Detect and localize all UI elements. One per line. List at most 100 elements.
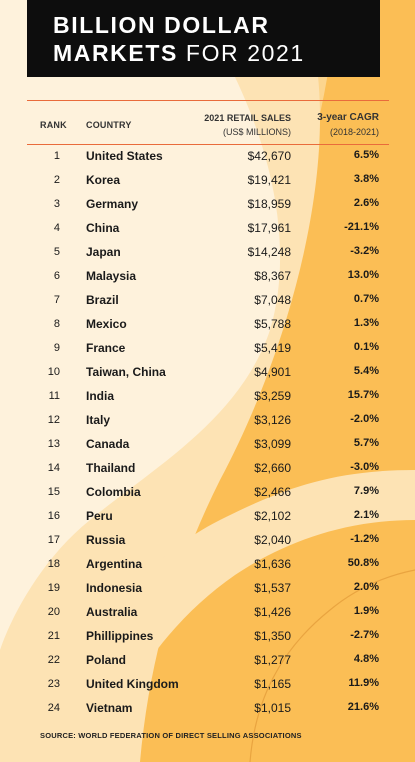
table-row: 20 Australia $1,426 1.9% <box>0 601 415 625</box>
rank-cell: 1 <box>53 150 60 162</box>
rank-cell: 10 <box>47 366 60 378</box>
country-cell: Mexico <box>86 317 127 331</box>
table-row: 13 Canada $3,099 5.7% <box>0 433 415 457</box>
cagr-cell: 2.1% <box>353 509 379 521</box>
cagr-cell: 15.7% <box>347 389 379 401</box>
cagr-cell: 1.3% <box>353 317 379 329</box>
rank-cell: 8 <box>53 318 60 330</box>
cagr-cell: 13.0% <box>347 269 379 281</box>
country-cell: Phillippines <box>86 629 154 643</box>
title-markets: MARKETS <box>53 40 178 66</box>
country-cell: Malaysia <box>86 269 137 283</box>
table-row: 15 Colombia $2,466 7.9% <box>0 481 415 505</box>
header-cagr: 3-year CAGR (2018-2021) <box>317 111 379 139</box>
country-cell: Colombia <box>86 485 141 499</box>
country-cell: Brazil <box>86 293 119 307</box>
title-line-2: MARKETS FOR 2021 <box>53 40 305 66</box>
rank-cell: 16 <box>47 510 60 522</box>
rank-cell: 22 <box>47 654 60 666</box>
cagr-cell: -21.1% <box>344 221 379 233</box>
rank-cell: 9 <box>53 342 60 354</box>
table-row: 11 India $3,259 15.7% <box>0 385 415 409</box>
header-rank: RANK <box>40 120 67 130</box>
background-shape-cream <box>0 0 281 650</box>
country-cell: Germany <box>86 197 139 211</box>
cagr-cell: -1.2% <box>350 533 379 545</box>
table-row: 10 Taiwan, China $4,901 5.4% <box>0 361 415 385</box>
cagr-cell: 0.7% <box>353 293 379 305</box>
rank-cell: 17 <box>47 534 60 546</box>
table-header-rule <box>27 144 389 145</box>
rank-cell: 23 <box>47 678 60 690</box>
country-cell: Canada <box>86 437 130 451</box>
country-cell: Russia <box>86 533 126 547</box>
cagr-cell: -3.2% <box>350 245 379 257</box>
rank-cell: 6 <box>53 270 60 282</box>
header-country: COUNTRY <box>86 120 132 130</box>
sales-cell: $19,421 <box>247 173 291 187</box>
sales-cell: $8,367 <box>254 269 291 283</box>
header-sales-units: (US$ MILLIONS) <box>222 127 291 137</box>
table-row: 21 Phillippines $1,350 -2.7% <box>0 625 415 649</box>
rank-cell: 5 <box>53 246 60 258</box>
country-cell: Italy <box>86 413 111 427</box>
table-row: 7 Brazil $7,048 0.7% <box>0 289 415 313</box>
table-row: 22 Poland $1,277 4.8% <box>0 649 415 673</box>
table-row: 12 Italy $3,126 -2.0% <box>0 409 415 433</box>
rank-cell: 2 <box>53 174 60 186</box>
source-note: SOURCE: WORLD FEDERATION OF DIRECT SELLI… <box>40 731 302 740</box>
table-row: 19 Indonesia $1,537 2.0% <box>0 577 415 601</box>
sales-cell: $2,466 <box>254 485 291 499</box>
table-row: 5 Japan $14,248 -3.2% <box>0 241 415 265</box>
table-top-rule <box>27 100 389 101</box>
country-cell: Taiwan, China <box>86 365 166 379</box>
title-box: BILLION DOLLAR MARKETS FOR 2021 <box>27 0 380 77</box>
sales-cell: $1,537 <box>254 581 291 595</box>
sales-cell: $1,636 <box>254 557 291 571</box>
background-curve-line <box>249 569 415 762</box>
country-cell: Korea <box>86 173 121 187</box>
table-row: 1 United States $42,670 6.5% <box>0 145 415 169</box>
country-cell: Australia <box>86 605 138 619</box>
rank-cell: 13 <box>47 438 60 450</box>
country-cell: Indonesia <box>86 581 143 595</box>
cagr-cell: -3.0% <box>350 461 379 473</box>
sales-cell: $3,126 <box>254 413 291 427</box>
country-cell: Argentina <box>86 557 143 571</box>
rank-cell: 24 <box>47 702 60 714</box>
cagr-cell: 50.8% <box>347 557 379 569</box>
cagr-cell: 21.6% <box>347 701 379 713</box>
cagr-cell: 1.9% <box>353 605 379 617</box>
cagr-cell: 4.8% <box>353 653 379 665</box>
table-row: 24 Vietnam $1,015 21.6% <box>0 697 415 721</box>
header-cagr-title: 3-year CAGR <box>317 112 379 123</box>
cagr-cell: 11.9% <box>348 677 379 689</box>
table-row: 8 Mexico $5,788 1.3% <box>0 313 415 337</box>
sales-cell: $2,102 <box>254 509 291 523</box>
table-row: 6 Malaysia $8,367 13.0% <box>0 265 415 289</box>
cagr-cell: 0.1% <box>353 341 379 353</box>
cagr-cell: 5.4% <box>353 365 379 377</box>
cagr-cell: 3.8% <box>353 173 379 185</box>
sales-cell: $1,426 <box>254 605 291 619</box>
table-row: 9 France $5,419 0.1% <box>0 337 415 361</box>
rank-cell: 4 <box>53 222 60 234</box>
cagr-cell: 7.9% <box>353 485 379 497</box>
sales-cell: $5,788 <box>254 317 291 331</box>
sales-cell: $1,165 <box>254 677 291 691</box>
sales-cell: $2,660 <box>254 461 291 475</box>
country-cell: India <box>86 389 115 403</box>
sales-cell: $2,040 <box>254 533 291 547</box>
country-cell: Poland <box>86 653 127 667</box>
rank-cell: 7 <box>53 294 60 306</box>
sales-cell: $7,048 <box>254 293 291 307</box>
table-row: 3 Germany $18,959 2.6% <box>0 193 415 217</box>
sales-cell: $18,959 <box>247 197 291 211</box>
table-row: 14 Thailand $2,660 -3.0% <box>0 457 415 481</box>
cagr-cell: 2.0% <box>353 581 379 593</box>
sales-cell: $5,419 <box>254 341 291 355</box>
rank-cell: 21 <box>47 630 60 642</box>
sales-cell: $4,901 <box>254 365 291 379</box>
rank-cell: 15 <box>47 486 60 498</box>
